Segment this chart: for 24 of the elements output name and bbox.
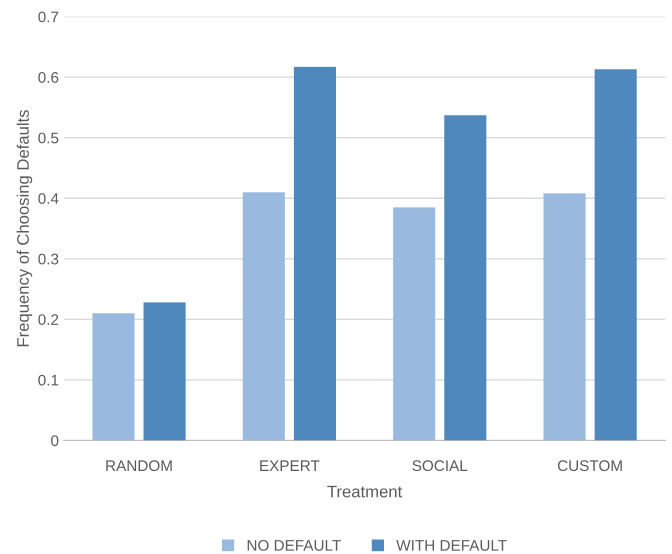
x-axis-title: Treatment: [327, 486, 402, 498]
legend-label: WITH DEFAULT: [396, 540, 507, 551]
legend-label: NO DEFAULT: [248, 540, 341, 551]
bar: [294, 66, 336, 440]
y-tick-label: 0.2: [38, 314, 58, 326]
y-tick-label: 0.6: [38, 72, 58, 83]
y-tick-label: 0: [51, 435, 58, 446]
x-tick-label: SOCIAL: [412, 460, 468, 472]
bar: [543, 193, 586, 440]
bar: [444, 115, 486, 440]
bar: [92, 313, 135, 440]
y-tick-label: 0.1: [38, 374, 58, 386]
y-axis-title: Frequency of Choosing Defaults: [16, 110, 32, 346]
bar: [242, 192, 285, 440]
y-tick-label: 0.3: [38, 254, 58, 264]
bar: [144, 302, 186, 440]
y-tick-label: 0.4: [38, 193, 59, 204]
x-tick-label: RANDOM: [106, 460, 172, 472]
x-tick-label: CUSTOM: [558, 460, 622, 472]
x-tick-label: EXPERT: [260, 460, 320, 471]
y-tick-label: 0.5: [38, 132, 58, 144]
bar: [594, 69, 637, 440]
bar: [393, 207, 436, 440]
y-tick-label: 0.7: [38, 11, 58, 22]
